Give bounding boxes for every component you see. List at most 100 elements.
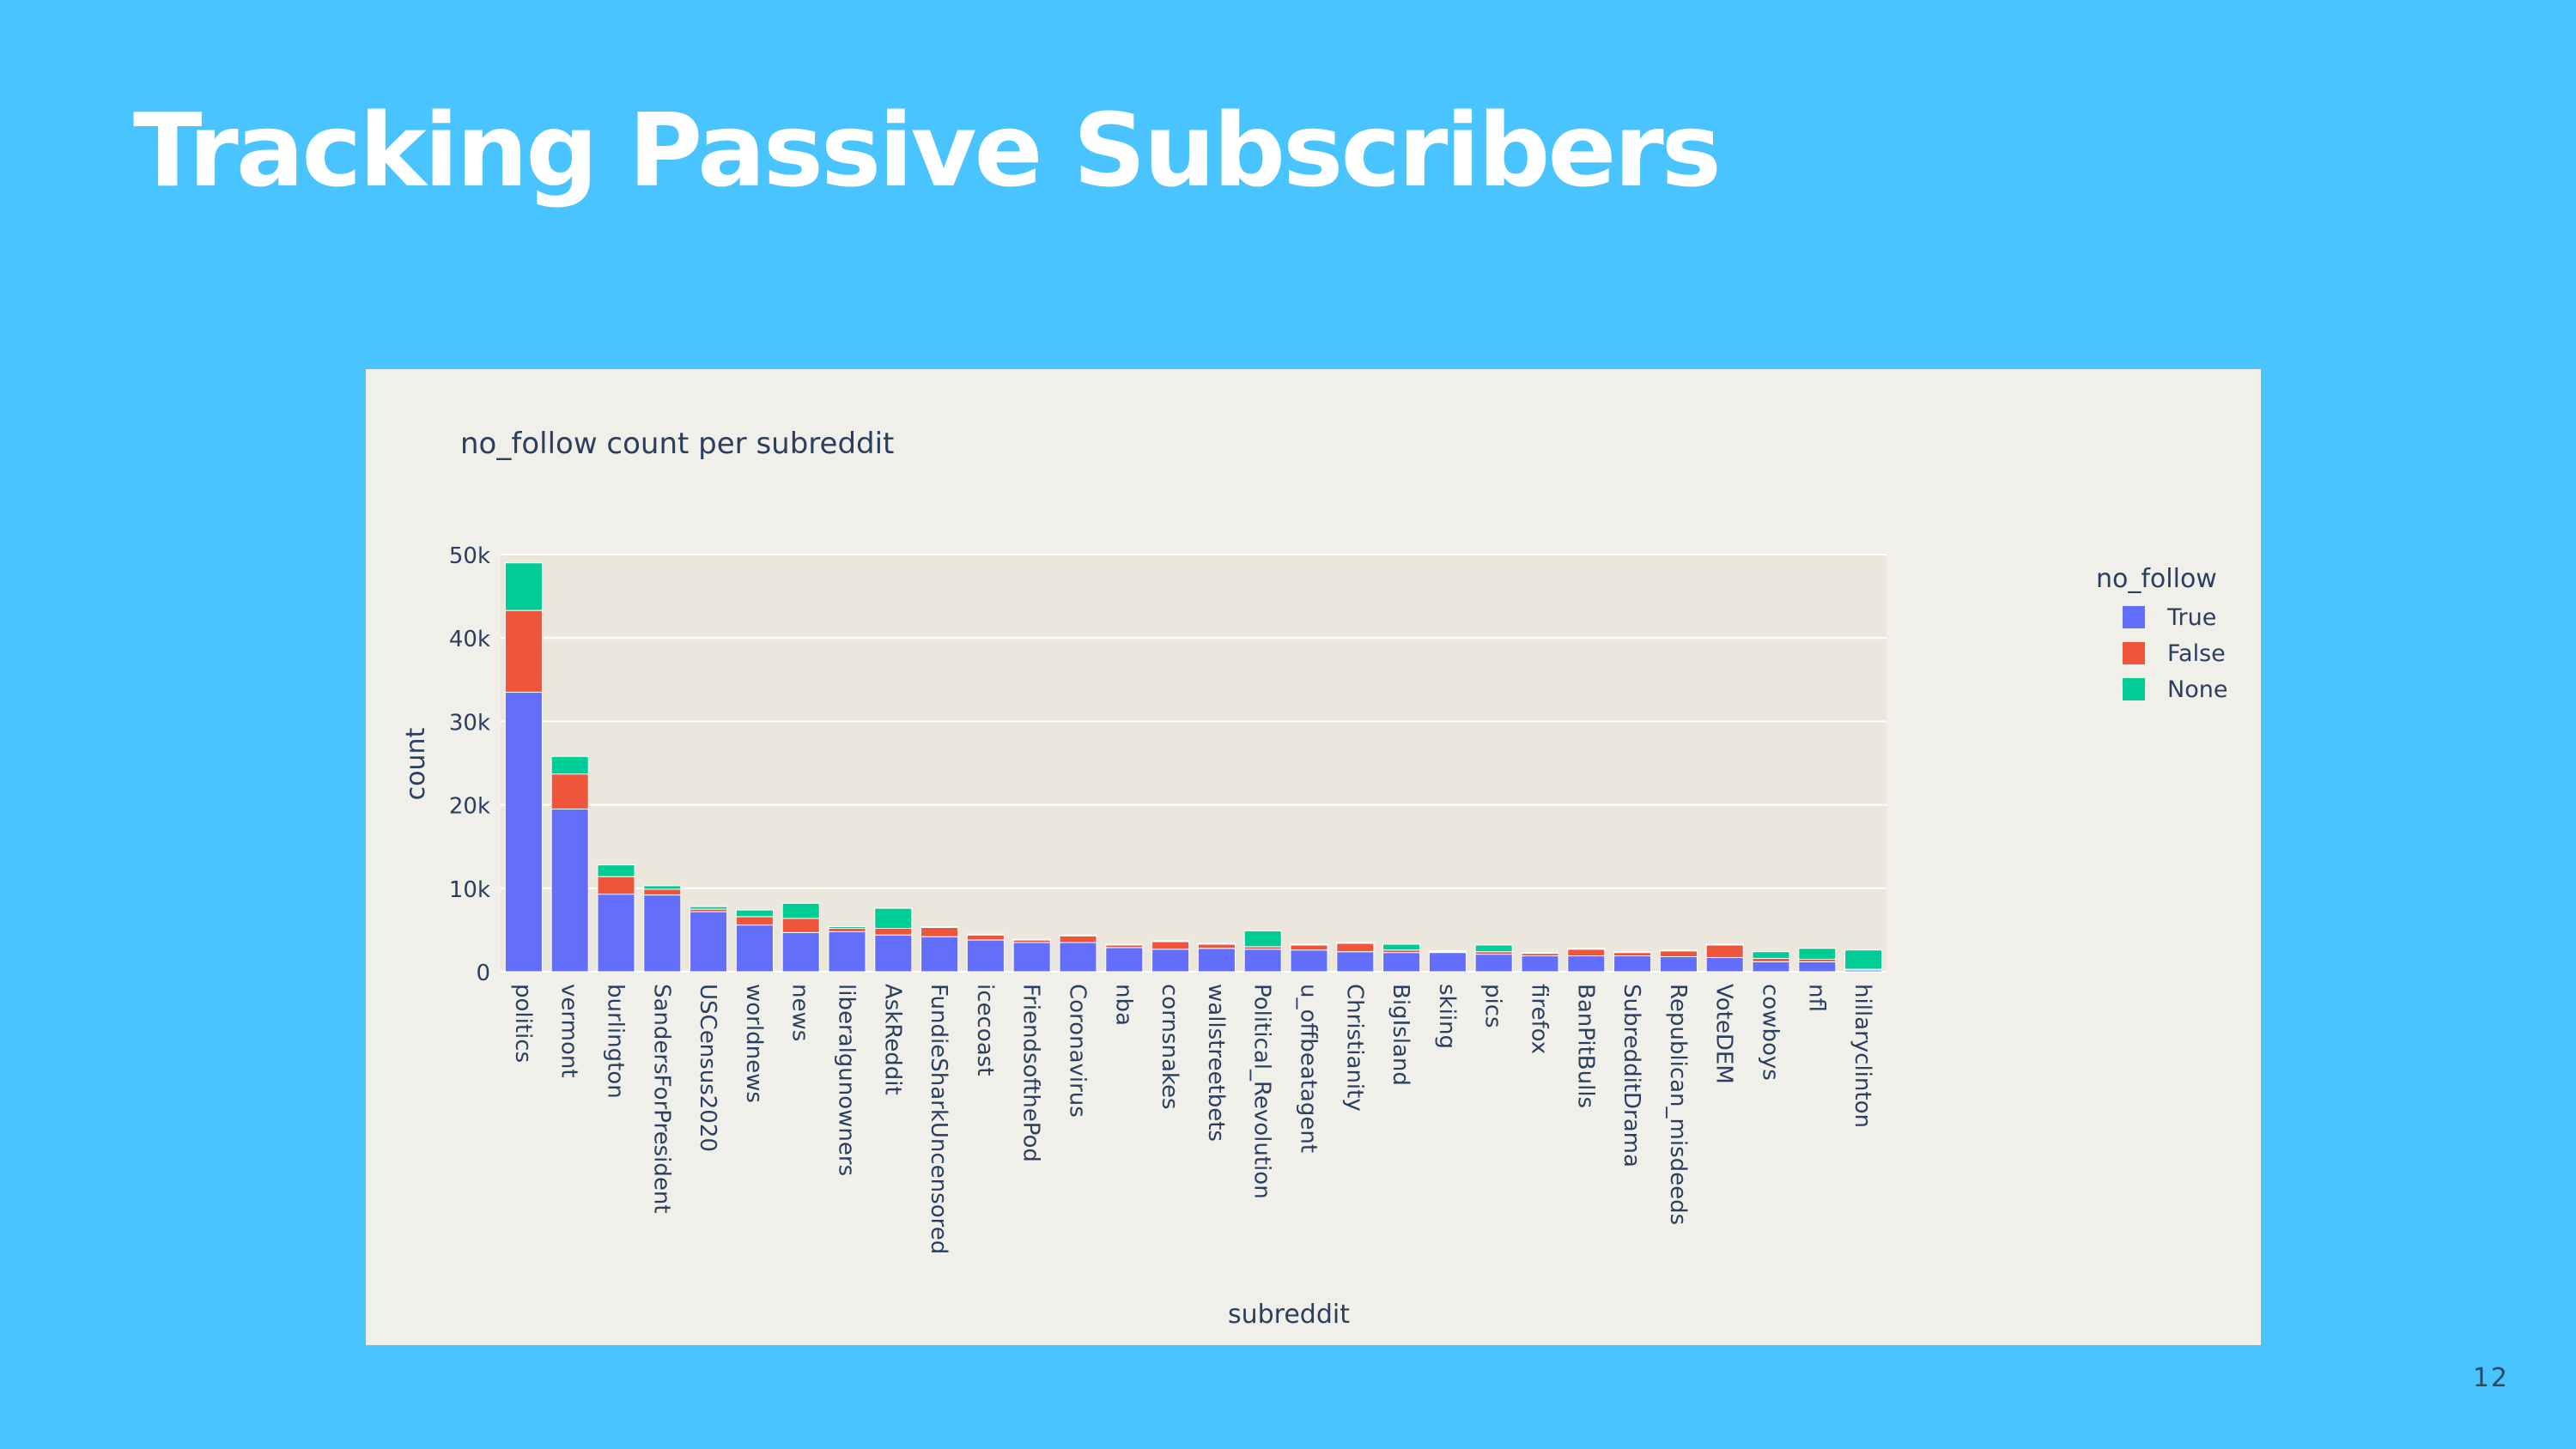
bar-segment-true	[1567, 955, 1606, 973]
bar-segment-none	[1798, 948, 1837, 960]
bar-segment-true	[1105, 947, 1144, 973]
bar-segment-true	[1474, 954, 1513, 973]
bar-segment-true	[550, 808, 589, 973]
bar-segment-false	[1197, 943, 1236, 949]
bar-segment-false	[874, 927, 913, 936]
x-tick-label: pics	[1480, 984, 1506, 1028]
x-tick-label: USCensus2020	[695, 984, 720, 1152]
bars	[504, 562, 1883, 973]
bar-segment-none	[597, 864, 635, 877]
bar-segment-none	[690, 906, 728, 910]
bar-segment-false	[550, 773, 589, 809]
x-tick-label: vermont	[556, 984, 582, 1078]
bar-segment-none	[1012, 938, 1051, 941]
x-tick-label: VoteDEM	[1711, 984, 1737, 1084]
x-tick-label: hillaryclinton	[1850, 984, 1875, 1128]
x-tick-label: burlington	[603, 984, 629, 1099]
bar-segment-true	[1012, 942, 1051, 973]
x-tick-label: u_offbeatagent	[1296, 984, 1321, 1153]
bar-segment-none	[643, 885, 682, 890]
x-tick-label: FundieSharkUncensored	[926, 984, 951, 1254]
bar-segment-true	[874, 934, 913, 973]
bar-segment-true	[504, 691, 543, 973]
bar-segment-false	[1059, 935, 1097, 943]
stacked-bar-chart: 0 10k 20k 30k 40k 50k politics vermont burlingt…	[401, 427, 2227, 1330]
bar-segment-false	[1752, 957, 1790, 962]
bar-segment-false	[1567, 949, 1606, 957]
bar-segment-true	[690, 911, 728, 973]
bar-segment-true	[643, 894, 682, 973]
bar-segment-true	[1752, 961, 1790, 973]
plot-area	[501, 555, 1886, 972]
x-tick-label: icecoast	[972, 984, 998, 1076]
y-tick-label: 50k	[449, 543, 490, 569]
slide-title: Tracking Passive Subscribers	[133, 91, 1722, 209]
bar-segment-false	[966, 934, 1005, 941]
bar-segment-none	[1659, 949, 1698, 952]
x-tick-label: SubredditDrama	[1619, 984, 1644, 1167]
bar-segment-true	[1613, 955, 1652, 973]
bar-segment-false	[920, 926, 959, 937]
bar-segment-none	[966, 933, 1005, 936]
legend-label: None	[2167, 676, 2227, 703]
bar-segment-false	[1705, 944, 1744, 958]
bar-segment-true	[735, 925, 774, 973]
bar-segment-none	[874, 907, 913, 929]
bar-segment-none	[1752, 951, 1790, 959]
x-tick-label: BanPitBulls	[1572, 984, 1598, 1108]
bar-segment-true	[1336, 951, 1375, 973]
bar-segment-true	[781, 931, 820, 973]
bar-segment-none	[828, 926, 866, 929]
bar-segment-false	[1613, 952, 1652, 957]
x-tick-label: cornsnakes	[1157, 984, 1182, 1110]
bar-segment-false	[735, 916, 774, 926]
bar-segment-none	[1521, 952, 1559, 955]
bar-segment-true	[1290, 949, 1328, 973]
bar-segment-none	[1844, 949, 1883, 970]
x-tick-label: politics	[510, 984, 536, 1063]
y-tick-label: 30k	[449, 710, 490, 736]
x-tick-labels: politics vermont burlington SandersForPresi…	[510, 984, 1875, 1254]
bar-segment-false	[643, 888, 682, 896]
bar-segment-none	[1613, 951, 1652, 954]
bar-segment-true	[1059, 942, 1097, 973]
page-number: 12	[2472, 1363, 2509, 1393]
bar-segment-none	[1059, 934, 1097, 937]
bar-segment-none	[1243, 930, 1282, 948]
x-tick-label: firefox	[1527, 984, 1552, 1054]
bar-segment-true	[1243, 949, 1282, 973]
bar-segment-none	[1705, 943, 1744, 946]
x-tick-label: Coronavirus	[1065, 984, 1091, 1118]
bar-segment-none	[550, 755, 589, 775]
bar-segment-none	[1105, 943, 1144, 946]
bar-segment-none	[504, 562, 543, 611]
x-tick-label: nfl	[1803, 984, 1829, 1012]
y-tick-label: 40k	[449, 627, 490, 652]
bar-segment-true	[1798, 961, 1837, 973]
bar-segment-true	[1151, 949, 1190, 973]
x-tick-label: cowboys	[1758, 984, 1783, 1081]
legend-items: True False None	[2123, 604, 2227, 703]
legend-swatch-false	[2123, 642, 2145, 664]
x-tick-label: liberalgunowners	[834, 984, 860, 1176]
bar-segment-false	[504, 609, 543, 693]
y-tick-label: 0	[476, 961, 490, 986]
x-tick-label: wallstreetbets	[1203, 984, 1229, 1142]
bar-segment-false	[781, 918, 820, 933]
x-axis-label: subreddit	[1228, 1300, 1350, 1330]
bar-segment-none	[1474, 944, 1513, 953]
y-tick-labels: 0 10k 20k 30k 40k 50k	[449, 543, 490, 986]
gridlines	[501, 554, 1886, 973]
bar-segment-none	[1151, 940, 1190, 943]
x-tick-label: Christianity	[1341, 984, 1367, 1112]
x-tick-label: FriendsofthePod	[1018, 984, 1044, 1162]
bar-segment-none	[735, 909, 774, 918]
y-axis-label: count	[401, 727, 431, 800]
bar-segment-true	[920, 936, 959, 973]
bar-segment-false	[597, 876, 635, 895]
chart-container: 0 10k 20k 30k 40k 50k politics vermont burlingt…	[366, 369, 2261, 1345]
y-tick-label: 20k	[449, 794, 490, 820]
x-tick-label: Political_Revolution	[1249, 984, 1275, 1199]
bar-segment-false	[828, 927, 866, 932]
bar-segment-true	[1197, 948, 1236, 973]
